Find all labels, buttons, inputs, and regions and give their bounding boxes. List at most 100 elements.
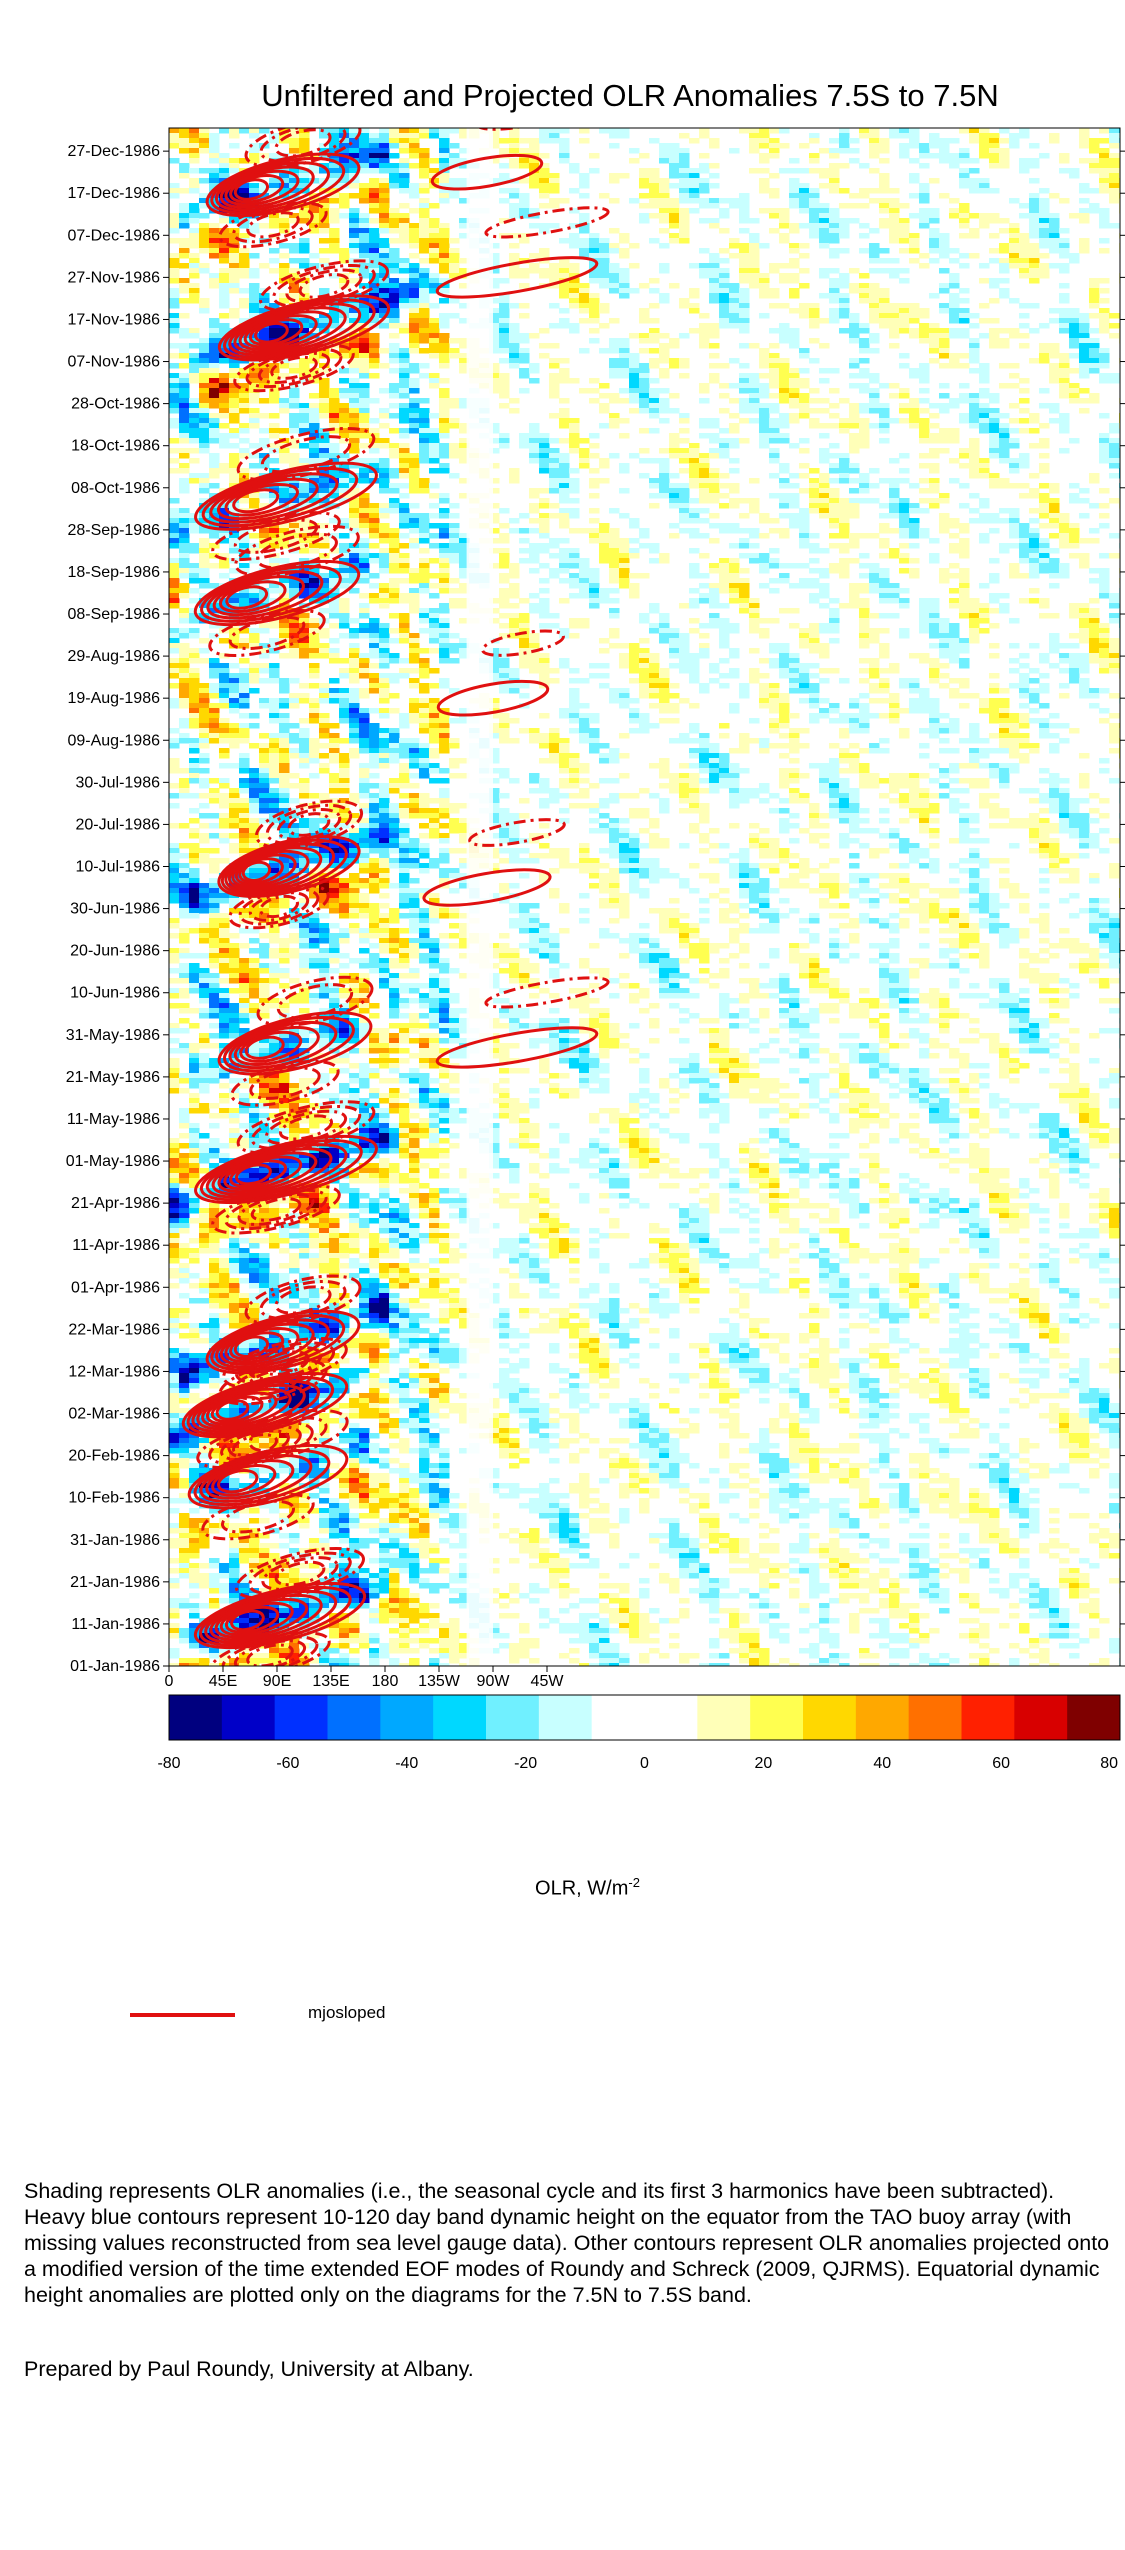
colorbar-swatch [1014,1695,1068,1740]
mjo-band-9 [194,426,378,562]
y-tick-label: 17-Nov-1986 [68,311,161,328]
colorbar-tick-label: -40 [395,1755,418,1772]
colorbar-swatch [380,1695,434,1740]
colorbar-frame [168,1694,1121,1741]
mjo-band-2 [187,1408,349,1541]
y-tick-label: 18-Oct-1986 [71,438,160,455]
mjo-band-1 [193,1546,367,1666]
y-tick-label: 11-Apr-1986 [72,1237,160,1254]
colorbar-tick-label: 40 [873,1755,891,1772]
y-tick-label: 31-May-1986 [66,1027,160,1044]
y-axis: 01-Jan-1986 11-Jan-1986 21-Jan-1986 31-Jan-… [66,143,1125,1675]
east-ellipse-5 [436,629,565,717]
colorbar-tick-label: 0 [640,1755,649,1772]
y-tick-label: 09-Aug-1986 [67,732,160,749]
x-tick-label: 135W [418,1673,461,1690]
east-ellipse-2 [435,976,610,1069]
mjo-projected-contours [181,128,610,1666]
x-tick-label: 180 [372,1673,399,1690]
colorbar-swatch [961,1695,1015,1740]
y-tick-label: 28-Sep-1986 [67,522,160,539]
colorbar-swatch [327,1695,381,1740]
colorbar-swatch [486,1695,540,1740]
y-tick-label: 10-Jun-1986 [70,985,160,1002]
y-tick-label: 01-Apr-1986 [71,1279,160,1296]
y-tick-label: 20-Jul-1986 [76,816,161,833]
east-ellipse-1 [435,206,610,299]
colorbar-swatch [538,1695,593,1740]
colorbar-swatch [644,1695,698,1740]
mjo-band-8 [193,524,361,658]
x-tick-label: 90W [477,1673,511,1690]
x-tick-label: 45E [209,1673,237,1690]
colorbar-swatch [169,1695,223,1740]
colorbar-swatch [855,1695,910,1740]
y-tick-label: 10-Feb-1986 [68,1490,160,1507]
y-tick-label: 10-Jul-1986 [76,858,161,875]
mjo-band-11 [205,128,362,249]
y-tick-label: 11-Jan-1986 [71,1616,160,1633]
y-tick-label: 19-Aug-1986 [67,690,160,707]
y-tick-label: 11-May-1986 [67,1111,160,1128]
colorbar-tick-label: 60 [992,1755,1010,1772]
y-tick-label: 07-Dec-1986 [68,227,161,244]
colorbar-tick-label: 80 [1100,1755,1118,1772]
colorbar: -80 -60 -40 -20 0 20 40 60 80 [157,1694,1121,1772]
colorbar-tick-label: -80 [157,1755,180,1772]
colorbar-swatch [697,1695,751,1740]
plot-frame [168,127,1121,1667]
colorbar-swatch [591,1695,645,1740]
x-tick-label: 90E [263,1673,291,1690]
colorbar-swatch [750,1695,804,1740]
x-tick-label: 45W [531,1673,565,1690]
colorbar-swatch [274,1695,328,1740]
y-tick-label: 18-Sep-1986 [67,564,160,581]
y-tick-label: 07-Nov-1986 [68,354,161,371]
caption-text: Shading represents OLR anomalies (i.e., … [24,2179,1110,2307]
colorbar-tick-label: -60 [276,1755,299,1772]
mjo-band-4 [205,1274,362,1406]
x-tick-label: 0 [165,1673,174,1690]
colorbar-swatch [1067,1695,1121,1740]
y-tick-label: 22-Mar-1986 [68,1321,160,1338]
colorbar-swatch [908,1695,962,1740]
x-axis: 0 45E 90E 135E 180 135W 90W 45W [165,1666,565,1690]
y-tick-label: 08-Sep-1986 [67,606,160,623]
y-tick-label: 20-Jun-1986 [70,943,160,960]
y-tick-label: 30-Jun-1986 [70,901,160,918]
y-tick-label: 12-Mar-1986 [68,1363,160,1380]
y-tick-label: 21-Jan-1986 [70,1574,160,1591]
east-ellipse-4 [430,128,559,191]
y-tick-label: 21-Apr-1986 [71,1195,160,1212]
colorbar-swatch [433,1695,487,1740]
y-tick-label: 27-Dec-1986 [68,143,161,160]
colorbar-tick-label: -20 [514,1755,537,1772]
legend-label-mjosloped: mjosloped [308,2003,386,2022]
colorbar-swatch [221,1695,276,1740]
colorbar-label: OLR, W/m-2 [535,1875,640,1900]
y-tick-label: 27-Nov-1986 [68,269,161,286]
colorbar-tick-label: 20 [754,1755,772,1772]
mjo-band-10 [217,259,391,393]
mjo-band-7 [217,799,364,930]
y-tick-label: 17-Dec-1986 [68,185,161,202]
y-tick-label: 30-Jul-1986 [76,774,161,791]
y-tick-label: 02-Mar-1986 [68,1406,160,1423]
legend-line-mjosloped [130,2013,235,2017]
credit-text: Prepared by Paul Roundy, University at A… [24,2357,474,2381]
y-tick-label: 28-Oct-1986 [71,396,160,413]
y-tick-label: 08-Oct-1986 [71,480,160,497]
y-tick-label: 29-Aug-1986 [67,648,160,665]
olr-anomaly-shading [169,128,1120,1666]
x-tick-label: 135E [312,1673,349,1690]
y-tick-label: 01-Jan-1986 [70,1658,160,1675]
y-tick-label: 21-May-1986 [66,1069,160,1086]
colorbar-swatch [803,1695,857,1740]
mjo-band-6 [217,975,374,1107]
y-tick-label: 31-Jan-1986 [70,1532,160,1549]
east-ellipse-3 [422,818,566,907]
y-tick-label: 01-May-1986 [66,1153,160,1170]
mjo-band-5 [194,1100,378,1235]
chart-title: Unfiltered and Projected OLR Anomalies 7… [261,78,999,113]
